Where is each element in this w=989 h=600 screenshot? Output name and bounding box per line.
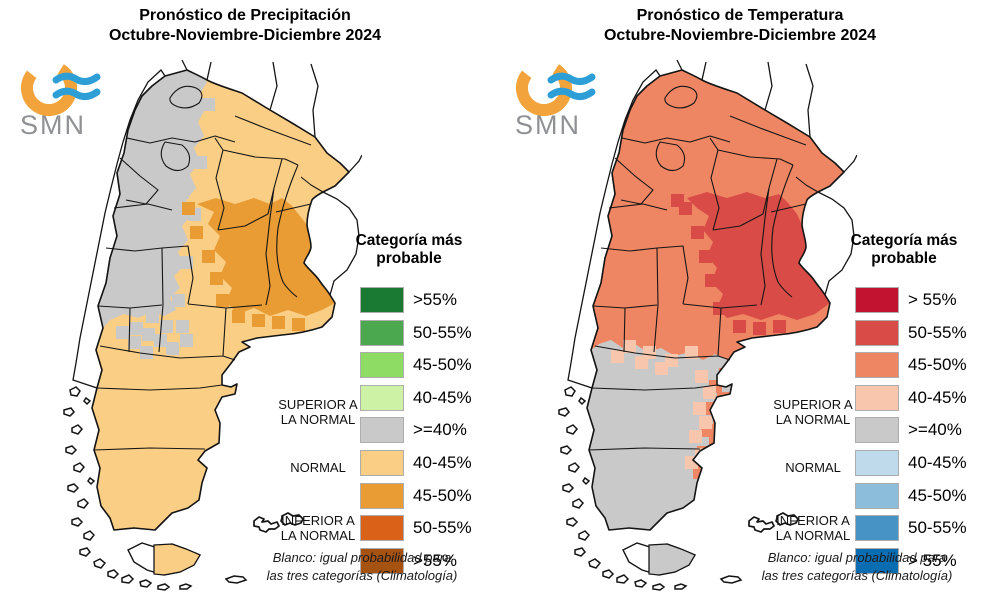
legend-row: >=40% <box>767 417 982 444</box>
legend-title: Categoría más probable <box>850 232 958 267</box>
legend-row: 45-50% <box>272 483 487 510</box>
legend-rows: SUPERIOR A LA NORMAL NORMAL INFERIOR A L… <box>767 287 982 587</box>
legend-row: 40-45% <box>767 450 982 477</box>
legend-swatch <box>360 450 404 476</box>
legend-swatch <box>360 385 404 411</box>
panel-temperatura: Pronóstico de Temperatura Octubre-Noviem… <box>495 0 989 600</box>
temperature-map <box>558 59 857 591</box>
title-line1: Pronóstico de Temperatura <box>636 7 844 24</box>
title-line2: Octubre-Noviembre-Diciembre 2024 <box>108 27 382 44</box>
legend-title: Categoría más probable <box>355 232 463 267</box>
legend-row: > 55% <box>767 548 982 575</box>
footnote: Blanco: igual probabilidad para las tres… <box>266 550 458 583</box>
legend-row: 45-50% <box>767 483 982 510</box>
group-inferior: INFERIOR A LA NORMAL <box>280 513 356 543</box>
legend-swatch <box>855 417 899 443</box>
smn-logo-text: SMN <box>515 110 581 140</box>
legend-row: 40-45% <box>767 385 982 412</box>
legend-swatch <box>360 320 404 346</box>
legend-row: 45-50% <box>272 352 487 379</box>
legend-row: 40-45% <box>272 385 487 412</box>
legend-swatch <box>360 483 404 509</box>
legend-row: 50-55% <box>272 515 487 542</box>
smn-logo-icon <box>21 60 101 116</box>
legend-row: 50-55% <box>272 320 487 347</box>
legend-row: 45-50% <box>767 352 982 379</box>
legend-row: 50-55% <box>767 515 982 542</box>
smn-logo-icon <box>516 60 596 116</box>
group-inferior: INFERIOR A LA NORMAL <box>775 513 851 543</box>
legend-swatch <box>360 287 404 313</box>
group-superior: SUPERIOR A LA NORMAL <box>773 397 853 427</box>
legend-row: >=40% <box>272 417 487 444</box>
title-line1: Pronóstico de Precipitación <box>139 7 351 24</box>
legend-swatch <box>855 548 899 574</box>
legend-swatch <box>855 385 899 411</box>
legend-rows: SUPERIOR A LA NORMAL NORMAL INFERIOR A L… <box>272 287 487 587</box>
page-title: Pronóstico de Temperatura Octubre-Noviem… <box>535 6 945 46</box>
legend-swatch <box>855 450 899 476</box>
legend-swatch <box>855 320 899 346</box>
legend-swatch <box>855 287 899 313</box>
legend-row: >55% <box>272 287 487 314</box>
group-superior: SUPERIOR A LA NORMAL <box>278 397 358 427</box>
smn-logo-text: SMN <box>20 110 86 140</box>
precipitation-map <box>63 59 362 591</box>
legend-swatch <box>360 417 404 443</box>
group-normal: NORMAL <box>290 460 346 475</box>
footnote: Blanco: igual probabilidad para las tres… <box>761 550 953 583</box>
page-title: Pronóstico de Precipitación Octubre-Novi… <box>40 6 450 46</box>
legend-row: 40-45% <box>272 450 487 477</box>
group-normal: NORMAL <box>785 460 841 475</box>
legend-row: 50-55% <box>767 320 982 347</box>
legend-swatch <box>360 515 404 541</box>
legend-row: > 55% <box>767 287 982 314</box>
panel-precipitacion: Pronóstico de Precipitación Octubre-Novi… <box>0 0 494 600</box>
legend-swatch <box>360 352 404 378</box>
legend-swatch <box>855 483 899 509</box>
legend-swatch <box>855 352 899 378</box>
legend-row: >55% <box>272 548 487 575</box>
legend-swatch <box>855 515 899 541</box>
legend-swatch <box>360 548 404 574</box>
title-line2: Octubre-Noviembre-Diciembre 2024 <box>603 27 877 44</box>
